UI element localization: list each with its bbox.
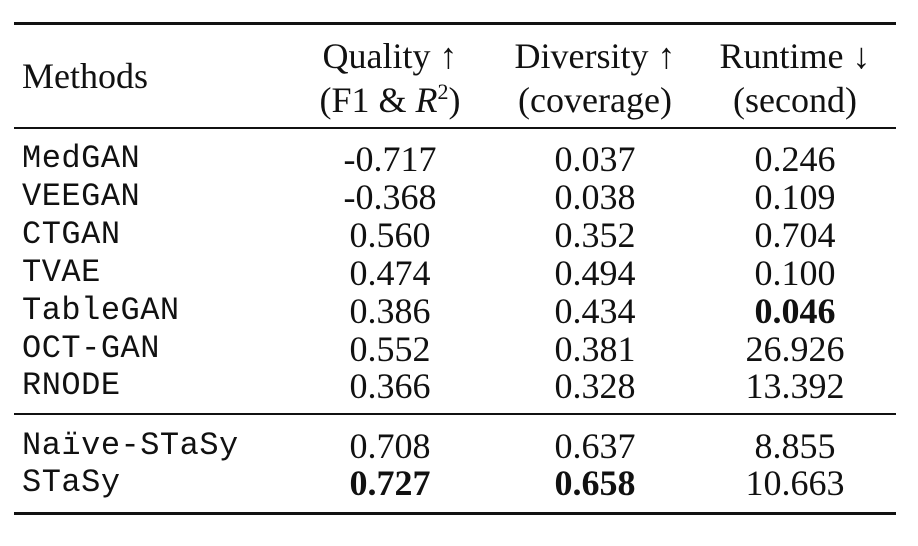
header-quality-sub-suffix: ): [448, 80, 461, 120]
runtime-cell: 0.246: [754, 139, 836, 179]
method-cell: Naïve-STaSy: [22, 427, 239, 464]
header-diversity: Diversity ↑ (coverage): [495, 34, 695, 122]
header-quality: Quality ↑ (F1 & R2): [300, 34, 480, 122]
quality-cell: 0.708: [349, 426, 431, 466]
table-row: TableGAN 0.386 0.434 0.046: [0, 292, 918, 330]
bottom-rule: [14, 512, 896, 515]
quality-cell: -0.368: [343, 177, 437, 217]
runtime-cell: 0.100: [754, 253, 836, 293]
table-row: Naïve-STaSy 0.708 0.637 8.855: [0, 427, 918, 465]
table-row: MedGAN -0.717 0.037 0.246: [0, 140, 918, 178]
diversity-cell: 0.352: [554, 215, 636, 255]
table-row: CTGAN 0.560 0.352 0.704: [0, 216, 918, 254]
runtime-cell: 0.704: [754, 215, 836, 255]
runtime-cell: 26.926: [745, 329, 845, 369]
diversity-cell: 0.038: [554, 177, 636, 217]
table-row: OCT-GAN 0.552 0.381 26.926: [0, 330, 918, 368]
quality-cell: -0.717: [343, 139, 437, 179]
runtime-cell-best: 0.046: [754, 291, 836, 331]
diversity-cell: 0.328: [554, 366, 636, 406]
quality-cell: 0.552: [349, 329, 431, 369]
diversity-cell: 0.381: [554, 329, 636, 369]
method-cell: TableGAN: [22, 292, 180, 329]
header-methods-label: Methods: [22, 56, 148, 96]
diversity-cell: 0.494: [554, 253, 636, 293]
method-cell: CTGAN: [22, 216, 121, 253]
header-quality-sub-var: R: [415, 80, 438, 120]
header-runtime-subtitle: (second): [733, 80, 857, 120]
method-cell: VEEGAN: [22, 178, 141, 215]
diversity-cell: 0.037: [554, 139, 636, 179]
runtime-cell: 13.392: [745, 366, 845, 406]
header-quality-sub-exp: 2: [437, 79, 449, 104]
diversity-cell: 0.637: [554, 426, 636, 466]
header-methods: Methods: [22, 54, 148, 98]
quality-cell: 0.474: [349, 253, 431, 293]
method-cell: OCT-GAN: [22, 330, 160, 367]
table-row: RNODE 0.366 0.328 13.392: [0, 367, 918, 405]
runtime-cell: 10.663: [745, 463, 845, 503]
method-cell: STaSy: [22, 464, 121, 501]
method-cell: TVAE: [22, 254, 101, 291]
quality-cell-best: 0.727: [349, 463, 431, 503]
table-row: STaSy 0.727 0.658 10.663: [0, 464, 918, 502]
quality-cell: 0.386: [349, 291, 431, 331]
table-row: TVAE 0.474 0.494 0.100: [0, 254, 918, 292]
header-rule: [14, 127, 896, 129]
table-row: VEEGAN -0.368 0.038 0.109: [0, 178, 918, 216]
diversity-cell: 0.434: [554, 291, 636, 331]
header-runtime: Runtime ↓ (second): [700, 34, 890, 122]
quality-cell: 0.560: [349, 215, 431, 255]
header-quality-subtitle: (F1 & R2): [300, 78, 480, 122]
header-quality-title: Quality ↑: [322, 36, 458, 76]
header-quality-sub-prefix: (F1 &: [319, 80, 416, 120]
method-cell: RNODE: [22, 367, 121, 404]
top-rule: [14, 22, 896, 25]
runtime-cell: 8.855: [754, 426, 836, 466]
header-diversity-title: Diversity ↑: [514, 36, 676, 76]
header-runtime-title: Runtime ↓: [719, 36, 871, 76]
quality-cell: 0.366: [349, 366, 431, 406]
section-rule: [14, 413, 896, 415]
method-cell: MedGAN: [22, 140, 141, 177]
runtime-cell: 0.109: [754, 177, 836, 217]
diversity-cell-best: 0.658: [554, 463, 636, 503]
header-diversity-subtitle: (coverage): [518, 80, 672, 120]
